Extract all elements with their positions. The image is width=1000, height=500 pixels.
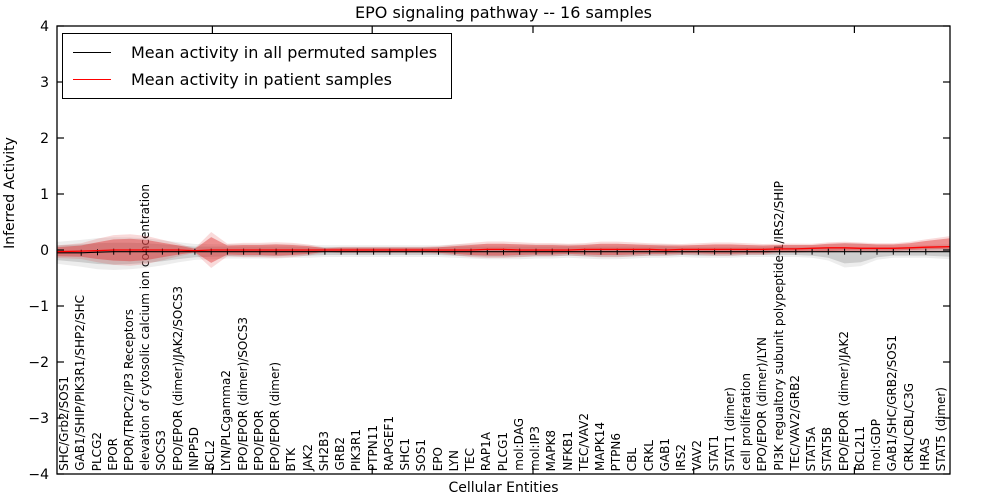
x-tick-label: PLCG1 — [495, 431, 510, 471]
x-tick-label: TEC/VAV2/GRB2 — [787, 375, 802, 471]
x-tick-label: PI3K regualtory subunit polypeptide 1/IR… — [771, 181, 786, 471]
x-tick-label: SHC1 — [398, 438, 413, 471]
x-tick-label: mol:DAG — [511, 418, 526, 471]
legend-label-permuted: Mean activity in all permuted samples — [131, 43, 438, 62]
x-tick-label: EPO — [430, 446, 445, 471]
patient-line-swatch — [73, 79, 111, 80]
x-tick-label: BTK — [284, 447, 299, 471]
x-tick-label: STAT1 (dimer) — [722, 386, 737, 471]
x-tick-label: EPO/EPOR (dimer)/JAK2/SOCS3 — [170, 286, 185, 471]
x-tick-label: LYN/PLCgamma2 — [219, 369, 234, 471]
x-tick-label: MAPK8 — [544, 429, 559, 471]
x-tick-label: GRB2 — [333, 437, 348, 471]
x-axis-label: Cellular Entities — [448, 480, 559, 496]
x-tick-label: STAT1 — [706, 434, 721, 471]
x-tick-label: EPO/EPOR — [251, 410, 266, 471]
x-tick-label: SOCS3 — [154, 430, 169, 471]
chart-title: EPO signaling pathway -- 16 samples — [355, 3, 652, 22]
x-tick-label: LYN — [446, 449, 461, 471]
x-tick-label: TEC — [463, 447, 477, 471]
x-tick-label: VAV2 — [690, 440, 705, 471]
legend-entry-patient: Mean activity in patient samples — [73, 66, 437, 93]
x-tick-label: PLCG2 — [89, 431, 104, 471]
x-tick-label: MAPK14 — [592, 422, 607, 471]
x-tick-label: EPO/EPOR (dimer) — [268, 361, 283, 471]
x-tick-label: EPO/EPOR (dimer)/LYN — [755, 336, 770, 471]
x-tick-label: mol:IP3 — [528, 426, 542, 471]
x-tick-label: STAT5A — [804, 426, 819, 471]
x-tick-label: HRAS — [917, 438, 932, 471]
x-tick-label: EPOR/TRPC2/IP3 Receptors — [122, 309, 136, 471]
x-tick-label: JAK2 — [300, 443, 315, 471]
x-tick-label: BCL2 — [203, 440, 218, 471]
x-tick-label: EPO/EPOR (dimer)/JAK2 — [836, 330, 851, 471]
x-tick-label: PTPN6 — [609, 432, 624, 471]
x-tick-label: GAB1/SHC/GRB2/SOS1 — [885, 334, 900, 471]
x-tick-label: CRKL — [641, 439, 656, 471]
permuted-line-swatch — [73, 52, 111, 53]
x-tick-label: IRS2 — [674, 443, 689, 471]
x-tick-label: RAP1A — [479, 431, 494, 471]
x-tick-label: EPOR — [105, 438, 120, 471]
x-tick-label: TEC/VAV2 — [576, 412, 591, 471]
x-tick-label: RAPGEF1 — [381, 416, 396, 471]
x-tick-label: NFKB1 — [560, 431, 575, 471]
x-tick-label: GAB1 — [657, 437, 672, 471]
x-tick-label: SH2B3 — [316, 430, 331, 471]
x-tick-label: EPO/EPOR (dimer)/SOCS3 — [235, 317, 250, 471]
x-tick-label: mol:GDP — [869, 418, 883, 471]
legend: Mean activity in all permuted samples Me… — [62, 33, 453, 99]
x-tick-label: cell proliferation — [739, 373, 754, 471]
x-tick-label: CBL — [625, 447, 640, 471]
x-tick-label: PIK3R1 — [349, 428, 364, 471]
x-tick-label: INPP5D — [186, 427, 201, 471]
x-tick-label: PTPN11 — [365, 424, 380, 471]
legend-entry-permuted: Mean activity in all permuted samples — [73, 39, 437, 66]
x-tick-label: CRKL/CBL/C3G — [901, 383, 916, 471]
x-tick-label: BCL2L1 — [852, 425, 867, 471]
x-tick-label: SOS1 — [414, 438, 429, 471]
x-tick-label: STAT5B — [820, 426, 835, 472]
x-tick-label: SHC/Grb2/SOS1 — [57, 376, 71, 471]
x-tick-label: elevation of cytosolic calcium ion conce… — [138, 184, 153, 471]
x-tick-label: GAB1/SHIP/PIK3R1/SHP2/SHC — [73, 295, 88, 471]
x-tick-label: STAT5 (dimer) — [934, 386, 948, 471]
legend-label-patient: Mean activity in patient samples — [131, 70, 392, 89]
